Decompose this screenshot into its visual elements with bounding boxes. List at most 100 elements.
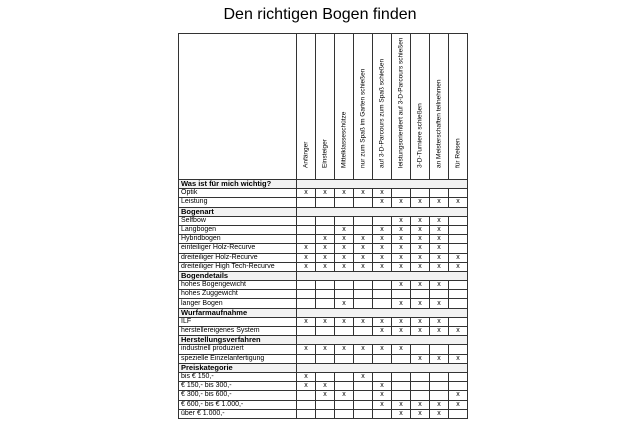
mark-cell: x — [334, 188, 354, 199]
mark-cell — [334, 215, 354, 226]
mark-cell — [448, 381, 468, 392]
mark-cell — [296, 298, 316, 309]
mark-cell — [334, 280, 354, 291]
mark-cell: x — [334, 344, 354, 355]
mark-cell: x — [353, 234, 373, 245]
table-row: dreiteiliger Holz-Recurve x x x x x x x x x — [178, 252, 468, 263]
mark-cell — [372, 408, 392, 419]
mark-cell — [296, 197, 316, 208]
mark-cell: x — [391, 234, 411, 245]
column-header-label: für Reisen — [454, 138, 462, 168]
bow-selection-table: Anfänger Einsteiger Mittelklasseschütze nur… — [178, 33, 468, 419]
mark-cell — [315, 215, 335, 226]
row-label: langer Bogen — [178, 298, 297, 309]
mark-cell: x — [296, 371, 316, 383]
table-row: Hybridbogen x x x x x x x — [178, 234, 468, 245]
table-row: langer Bogen x x x x — [178, 298, 468, 309]
mark-cell — [410, 381, 430, 392]
mark-cell: x — [296, 188, 316, 199]
mark-cell — [315, 298, 335, 309]
column-header: leistungsorientiert auf 3-D-Parcours sch… — [391, 33, 411, 180]
mark-cell: x — [353, 371, 373, 383]
mark-cell: x — [429, 234, 449, 245]
table-row: Selfbow x x x — [178, 215, 468, 226]
mark-cell — [334, 289, 354, 300]
mark-cell — [353, 390, 373, 401]
section-filler — [296, 335, 468, 346]
mark-cell: x — [296, 252, 316, 263]
mark-cell — [448, 371, 468, 383]
mark-cell — [448, 188, 468, 199]
mark-cell — [410, 344, 430, 355]
mark-cell: x — [372, 325, 392, 337]
mark-cell: x — [353, 252, 373, 263]
row-label: hohes Bogengewicht — [178, 280, 297, 291]
mark-cell: x — [429, 325, 449, 337]
mark-cell: x — [410, 316, 430, 328]
mark-cell: x — [429, 243, 449, 254]
mark-cell — [372, 298, 392, 309]
mark-cell: x — [429, 215, 449, 226]
section-title: Was ist für mich wichtig? — [178, 178, 297, 190]
row-label: € 300,- bis 600,- — [178, 390, 297, 401]
mark-cell — [429, 289, 449, 300]
section-title: Herstellungsverfahren — [178, 335, 297, 346]
mark-cell: x — [410, 243, 430, 254]
mark-cell — [391, 371, 411, 383]
mark-cell: x — [429, 399, 449, 410]
mark-cell — [391, 381, 411, 392]
mark-cell — [315, 197, 335, 208]
mark-cell — [315, 408, 335, 419]
mark-cell — [353, 381, 373, 392]
mark-cell: x — [391, 344, 411, 355]
mark-cell: x — [429, 261, 449, 272]
mark-cell: x — [448, 252, 468, 263]
mark-cell — [315, 325, 335, 337]
row-label: € 150,- bis 300,- — [178, 381, 297, 392]
section-title: Bogenart — [178, 206, 297, 217]
mark-cell — [353, 408, 373, 419]
mark-cell: x — [410, 399, 430, 410]
row-label: Langbogen — [178, 224, 297, 236]
mark-cell: x — [315, 381, 335, 392]
column-header-row: Anfänger Einsteiger Mittelklasseschütze nur… — [178, 33, 468, 180]
section-header-row: Bogenart — [178, 206, 468, 217]
mark-cell: x — [372, 344, 392, 355]
table-row: einteiliger Holz-Recurve x x x x x x x x — [178, 243, 468, 254]
mark-cell: x — [391, 316, 411, 328]
section-header-row: Preiskategorie — [178, 362, 468, 373]
mark-cell: x — [410, 224, 430, 236]
mark-cell — [448, 289, 468, 300]
table-row: bis € 150,- x x — [178, 371, 468, 383]
column-header: Anfänger — [296, 33, 316, 180]
mark-cell: x — [315, 316, 335, 328]
mark-cell: x — [391, 298, 411, 309]
column-header-label: nur zum Spaß im Garten schießen — [359, 68, 367, 168]
row-label: Optik — [178, 188, 297, 199]
mark-cell — [334, 381, 354, 392]
mark-cell: x — [334, 390, 354, 401]
column-header: für Reisen — [448, 33, 468, 180]
mark-cell: x — [391, 408, 411, 419]
row-label: hohes Zuggewicht — [178, 289, 297, 300]
mark-cell: x — [391, 243, 411, 254]
column-header: Einsteiger — [315, 33, 335, 180]
mark-cell — [353, 197, 373, 208]
mark-cell: x — [448, 325, 468, 337]
mark-cell — [315, 399, 335, 410]
mark-cell: x — [334, 316, 354, 328]
mark-cell: x — [315, 188, 335, 199]
table-row: Langbogen x x x x x — [178, 224, 468, 236]
mark-cell — [429, 371, 449, 383]
mark-cell: x — [410, 298, 430, 309]
mark-cell — [296, 215, 316, 226]
mark-cell — [296, 399, 316, 410]
mark-cell — [448, 280, 468, 291]
row-label: über € 1.000,- — [178, 408, 297, 419]
mark-cell — [315, 289, 335, 300]
mark-cell: x — [429, 252, 449, 263]
mark-cell: x — [334, 261, 354, 272]
mark-cell — [372, 371, 392, 383]
mark-cell — [334, 353, 354, 364]
table-row: Leistung x x x x x — [178, 197, 468, 208]
